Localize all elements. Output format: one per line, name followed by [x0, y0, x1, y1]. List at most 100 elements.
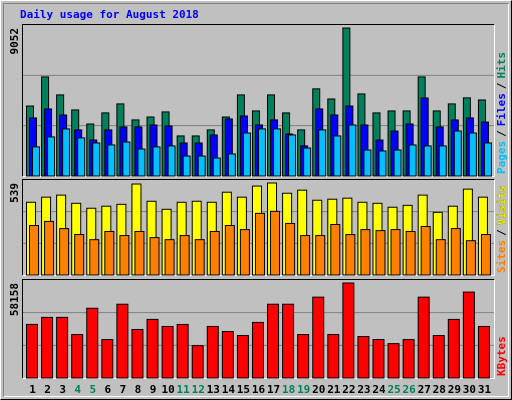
legend-entry: Hits — [495, 52, 508, 79]
bar — [420, 226, 431, 276]
bar — [447, 318, 460, 379]
x-tick-label: 1 — [29, 383, 36, 396]
legend-separator: / — [495, 130, 508, 137]
bar — [59, 228, 70, 276]
bar — [387, 343, 400, 379]
bar — [191, 345, 204, 379]
bar — [303, 147, 312, 177]
bar — [465, 240, 476, 276]
x-tick-label: 23 — [357, 383, 370, 396]
bar — [342, 282, 355, 379]
bar — [41, 316, 54, 379]
bar — [44, 220, 55, 276]
bar — [32, 146, 40, 177]
bar — [300, 235, 311, 276]
x-tick-label: 27 — [418, 383, 431, 396]
bar — [372, 339, 385, 379]
bar — [360, 229, 371, 276]
x-tick-label: 22 — [342, 383, 355, 396]
bar — [408, 144, 417, 177]
x-tick-label: 18 — [282, 383, 295, 396]
bar — [462, 291, 475, 379]
x-tick-label: 9 — [150, 383, 157, 396]
legend-entry: Visits — [495, 186, 508, 226]
bar — [477, 325, 490, 379]
bar — [164, 239, 175, 276]
bar — [77, 137, 86, 177]
x-tick-label: 20 — [312, 383, 325, 396]
bar — [209, 230, 220, 276]
x-tick-label: 19 — [297, 383, 310, 396]
legend-entry: KBytes — [495, 336, 508, 376]
bar — [273, 128, 282, 177]
frame-inner-dark — [3, 3, 509, 397]
legend-separator: / — [495, 229, 508, 236]
bar — [312, 296, 325, 379]
bar — [435, 239, 446, 276]
bar — [206, 325, 219, 379]
legend-entry: Sites — [495, 240, 508, 273]
bar — [236, 335, 249, 379]
bar — [333, 135, 342, 177]
x-tick-label: 14 — [222, 383, 236, 396]
bar — [224, 225, 235, 276]
bar — [89, 239, 100, 276]
legend-entry: Pages — [495, 141, 508, 174]
bar — [62, 128, 71, 177]
bar — [194, 239, 205, 276]
bar — [251, 321, 264, 379]
bar — [390, 229, 401, 276]
bar — [137, 148, 146, 177]
panel-border — [22, 24, 495, 177]
bar — [267, 303, 280, 379]
bar — [254, 212, 265, 276]
legend: Sites / Visits — [495, 186, 508, 274]
x-tick-label: 2 — [44, 383, 51, 396]
bar — [161, 325, 174, 379]
bar — [297, 334, 310, 379]
bar — [227, 153, 236, 177]
chart-title: Daily usage for August 2018 — [20, 8, 199, 21]
bar — [318, 129, 327, 177]
bar — [450, 228, 461, 276]
bar — [480, 234, 491, 276]
bar — [363, 149, 372, 177]
bar — [285, 222, 296, 276]
bar — [315, 235, 326, 276]
bar — [212, 157, 221, 177]
bar — [327, 334, 340, 379]
frame-inner-light — [3, 3, 509, 397]
bar — [288, 134, 297, 177]
y-tick-label: 9052 — [8, 28, 21, 55]
bar — [71, 334, 84, 379]
legend-separator: / — [495, 82, 508, 89]
x-tick-label: 5 — [89, 383, 96, 396]
legend: Pages / Files / Hits — [495, 52, 508, 174]
bar — [182, 155, 191, 177]
panel-border — [22, 179, 495, 276]
bar — [378, 150, 387, 177]
legend-entry: Files — [495, 93, 508, 126]
bar — [56, 316, 69, 379]
x-tick-label: 28 — [433, 383, 446, 396]
bar — [122, 141, 131, 177]
x-tick-label: 30 — [463, 383, 476, 396]
bar — [86, 307, 99, 379]
bar — [26, 323, 38, 379]
bar — [402, 339, 415, 379]
bar — [239, 229, 250, 276]
x-tick-label: 26 — [403, 383, 417, 396]
x-tick-label: 11 — [177, 383, 191, 396]
bar — [423, 145, 432, 177]
x-tick-label: 25 — [387, 383, 400, 396]
bar — [92, 142, 101, 177]
bar — [146, 318, 159, 379]
bar — [257, 128, 266, 177]
bar — [179, 235, 190, 276]
bar — [197, 155, 206, 177]
bar — [152, 146, 161, 177]
x-tick-label: 15 — [237, 383, 250, 396]
bar — [453, 130, 462, 177]
